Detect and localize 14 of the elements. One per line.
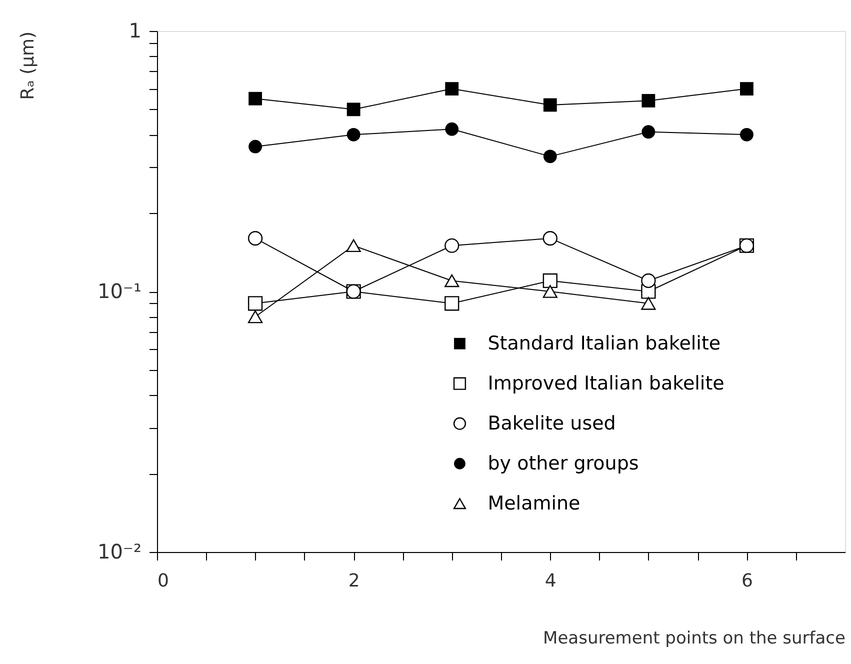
- y-tick-label: 1: [128, 18, 142, 42]
- y-tick-label: 10⁻¹: [97, 279, 142, 303]
- x-axis-title: Measurement points on the surface: [543, 628, 846, 648]
- x-tick-label: 0: [158, 570, 169, 592]
- legend-label: Standard Italian bakelite: [488, 332, 721, 355]
- legend-label: Bakelite used: [488, 412, 616, 435]
- legend-label: by other groups: [488, 452, 639, 475]
- legend-label: Melamine: [488, 492, 580, 515]
- y-axis-title: Rₐ (μm): [17, 32, 38, 100]
- x-tick-label: 6: [741, 570, 753, 592]
- x-tick-label: 2: [348, 570, 360, 592]
- x-tick-label: 4: [544, 570, 556, 592]
- y-tick-label: 10⁻²: [97, 540, 142, 564]
- legend-label: Improved Italian bakelite: [488, 372, 724, 395]
